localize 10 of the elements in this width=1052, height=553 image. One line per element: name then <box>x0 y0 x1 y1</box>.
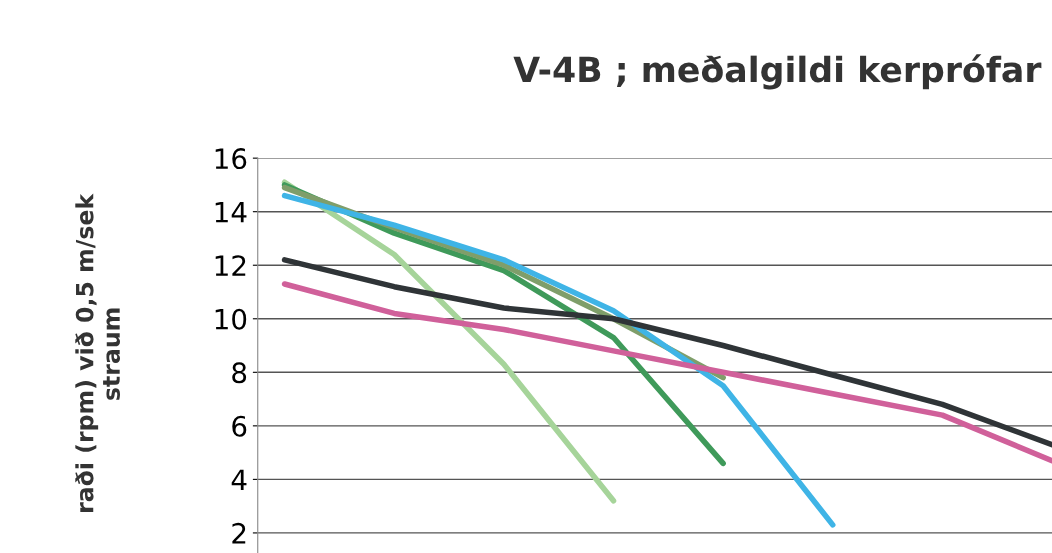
y-tick-label: 4 <box>231 469 247 490</box>
y-tick-label: 6 <box>232 415 247 437</box>
y-tick-label: 8 <box>232 362 247 384</box>
chart-title: V-4B ; meðalgildi kerprófar <box>513 54 1042 90</box>
y-tick-label: 16 <box>215 148 247 170</box>
y-tick-label: 10 <box>215 308 247 330</box>
y-tick-label: 14 <box>215 202 247 223</box>
y-tick-label: 2 <box>232 522 246 544</box>
y-tick-label: 12 <box>215 255 246 276</box>
y-axis-title: raði (rpm) við 0,5 m/sek straum <box>75 193 121 512</box>
